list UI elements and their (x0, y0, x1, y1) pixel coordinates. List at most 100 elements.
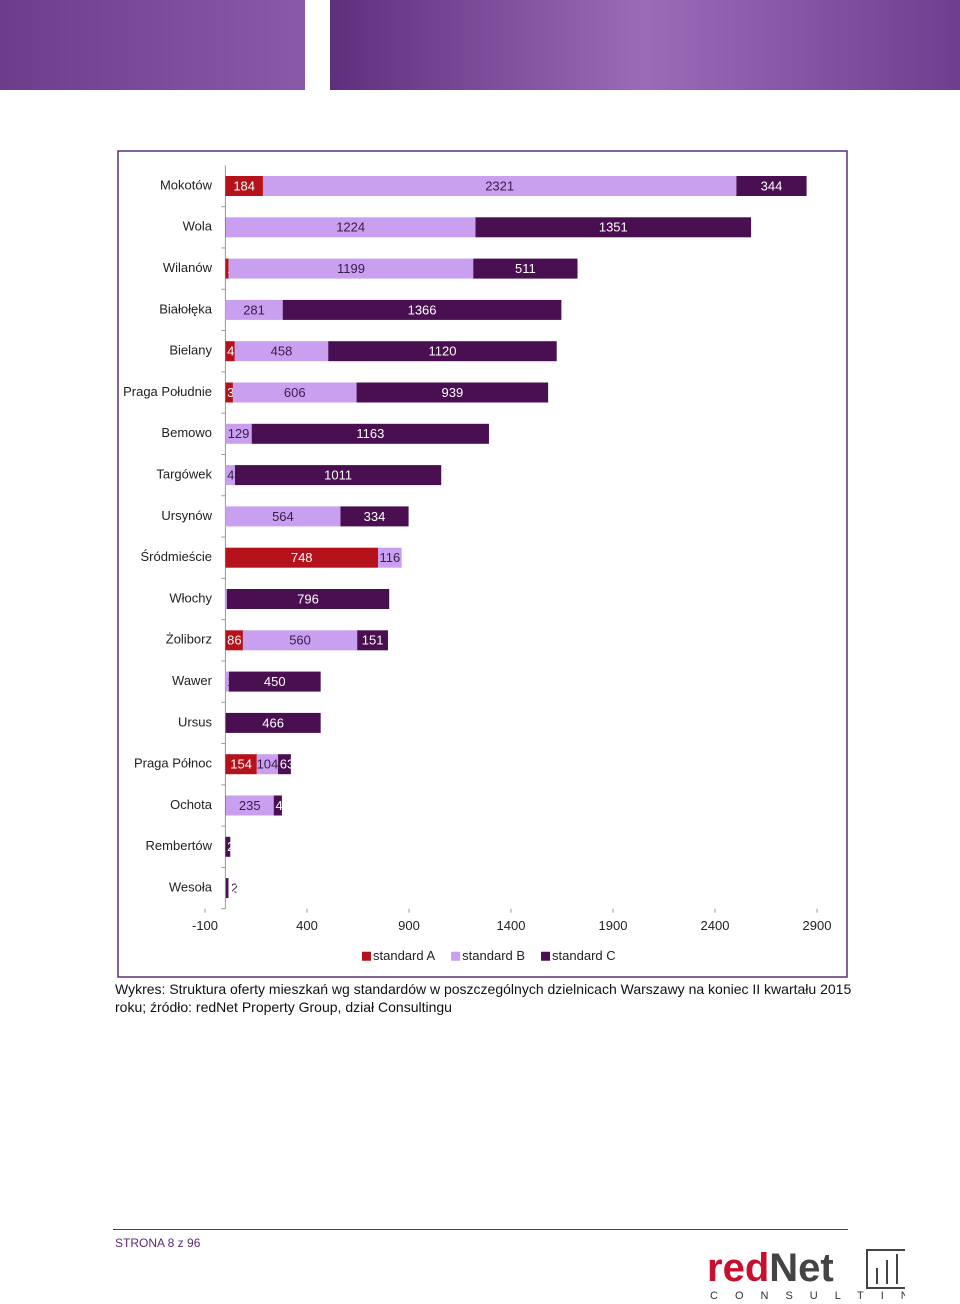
category-label: Targówek (156, 467, 212, 482)
data-label: 458 (271, 344, 293, 359)
bar-segment (256, 754, 279, 775)
data-label: 564 (272, 509, 294, 524)
data-label: 748 (291, 550, 313, 565)
bar-segment (225, 712, 321, 733)
data-label: 511 (515, 261, 536, 276)
data-label: 1224 (336, 220, 365, 235)
data-label: 1011 (324, 468, 352, 483)
data-label: 606 (284, 385, 306, 400)
bar-segment (232, 382, 357, 403)
bar-segment (225, 836, 231, 857)
bar-segment (225, 465, 235, 486)
bar-segment (242, 630, 358, 651)
category-label: Wola (183, 219, 213, 234)
caption: Wykres: Struktura oferty mieszkań wg sta… (115, 981, 852, 1015)
bar-segment (473, 258, 578, 279)
bar-segment (225, 217, 476, 238)
legend-swatch (541, 951, 551, 961)
bar-segment (225, 299, 283, 320)
data-label: 1163 (356, 426, 384, 441)
x-tick-label: 1400 (497, 918, 526, 933)
bar-segment (228, 671, 321, 692)
data-label: 2321 (485, 178, 514, 193)
data-label: 796 (297, 591, 319, 606)
data-label: 1120 (428, 344, 456, 359)
legend-swatch (362, 951, 371, 961)
bar-segment (225, 258, 229, 279)
legend-label: standard B (462, 948, 525, 963)
chart: -100 400 900 1400 1900 2400 2900 Mokotów 184 2321… (117, 150, 848, 978)
data-label: 939 (441, 385, 463, 400)
category-label: Bielany (169, 343, 212, 358)
bar-segment (234, 465, 442, 486)
bar-segment (225, 630, 243, 651)
data-label: 281 (243, 302, 265, 317)
category-label: Śródmieście (140, 549, 212, 564)
category-label: Bemowo (161, 425, 212, 440)
bar-segment (282, 299, 562, 320)
category-label: Rembertów (146, 838, 213, 853)
data-label: 154 (230, 757, 252, 772)
x-tick-label: 2400 (701, 918, 730, 933)
legend-label: standard C (552, 948, 616, 963)
data-label: 235 (239, 798, 261, 813)
bar-segment (475, 217, 752, 238)
bar-segment (234, 341, 329, 362)
data-label: 1199 (337, 261, 365, 276)
category-label: Ochota (170, 797, 213, 812)
bar-segment (225, 671, 229, 692)
bar-segment (262, 176, 737, 196)
category-label: Ursynów (161, 508, 212, 523)
bar-segment (357, 630, 388, 651)
data-label: 450 (264, 674, 286, 689)
bar-segment (736, 176, 807, 196)
logo-text: redNet (707, 1246, 834, 1290)
footer-rule (113, 1229, 848, 1230)
legend-swatch (451, 951, 461, 961)
x-tick-label: 2900 (803, 918, 832, 933)
bar-segment (228, 258, 474, 279)
category-label: Praga Północ (134, 756, 213, 771)
legend-label: standard A (373, 948, 435, 963)
bar-segment (377, 547, 402, 568)
data-label: 104 (257, 757, 279, 772)
category-label: Wesoła (169, 880, 213, 895)
category-label: Praga Południe (123, 384, 212, 399)
chart-frame (117, 150, 848, 978)
header-banner (0, 0, 960, 90)
data-label: 40 (276, 798, 290, 813)
data-label: 129 (228, 426, 250, 441)
data-label: 334 (364, 509, 386, 524)
bar-segment (225, 754, 257, 775)
category-label: Ursus (178, 714, 212, 729)
bar-segment (225, 382, 233, 403)
bar-segment (226, 589, 390, 609)
category-label: Wawer (172, 673, 213, 688)
x-tick-label: 1900 (599, 918, 628, 933)
data-label: 560 (289, 633, 311, 648)
bar-segment (225, 423, 252, 444)
bar-segment (225, 795, 274, 816)
data-label: 116 (379, 550, 400, 565)
data-label: 2 (231, 881, 238, 896)
data-label: 151 (362, 633, 384, 648)
bar-segment (251, 423, 489, 444)
bar-segment (340, 506, 409, 527)
bar-segment (225, 506, 341, 527)
data-label: 1366 (408, 302, 437, 317)
data-label: 344 (761, 178, 783, 193)
bar-segment (278, 754, 291, 775)
data-label: 13 (228, 881, 242, 896)
logo-tagline: CONSULTING (710, 1290, 905, 1302)
x-tick-label: 400 (296, 918, 318, 933)
page-number: STRONA 8 z 96 (115, 1236, 201, 1250)
category-label: Mokotów (160, 177, 213, 192)
category-label: Białołęka (159, 301, 213, 316)
bar-segment (225, 547, 378, 568)
data-label: 466 (262, 715, 284, 730)
x-tick-label: 900 (398, 918, 420, 933)
category-label: Żoliborz (166, 632, 212, 647)
bar-segment (225, 589, 227, 609)
bar-segment (225, 878, 229, 899)
bar-segment (328, 341, 557, 362)
